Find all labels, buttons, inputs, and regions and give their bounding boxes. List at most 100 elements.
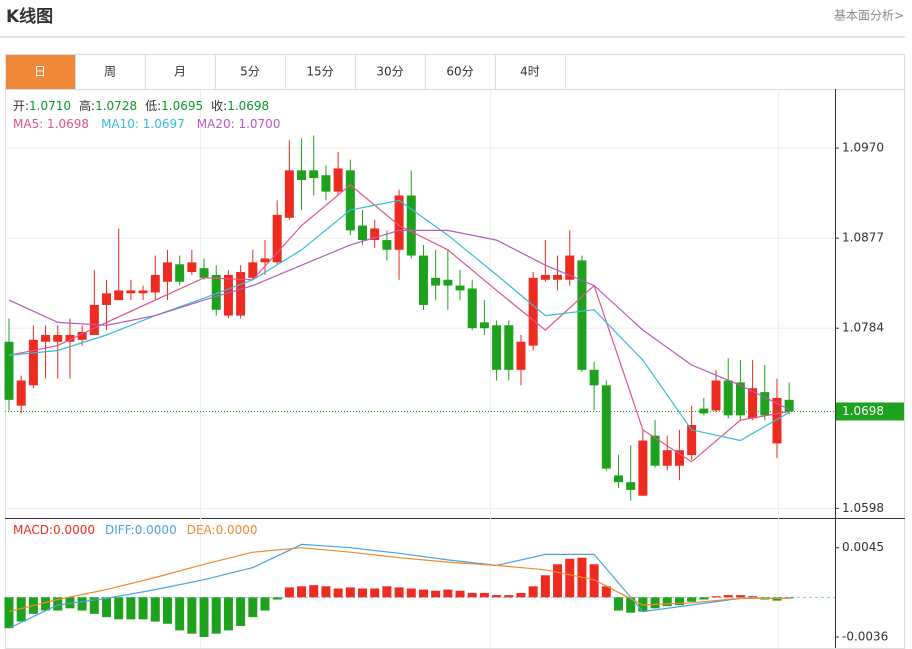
tab[interactable]	[355, 54, 426, 90]
candle-body	[89, 304, 99, 335]
last-price-box	[836, 402, 904, 421]
macd-bar	[662, 597, 672, 607]
tab-label[interactable]: 15分	[306, 65, 333, 79]
macd-bar	[455, 590, 465, 598]
candle-body	[284, 170, 294, 218]
candle-body	[662, 450, 672, 466]
macd-bar	[394, 587, 404, 598]
macd-bar	[528, 586, 538, 598]
tab[interactable]	[75, 54, 146, 90]
y-tick-label: 1.0877	[842, 231, 884, 245]
candle-body	[4, 341, 14, 400]
candle-body	[492, 325, 502, 370]
macd-bar	[175, 597, 185, 631]
candle-body	[309, 170, 319, 179]
tab-label[interactable]: 月	[174, 65, 186, 79]
legend-value: :0.0000	[49, 523, 95, 537]
candle-body	[358, 225, 368, 241]
page-title: K线图	[6, 6, 53, 27]
macd-line	[8, 547, 790, 613]
legend-value: : 1.0697	[135, 117, 185, 131]
candle-body	[418, 255, 428, 305]
candle-body	[41, 334, 51, 342]
candle-body	[260, 258, 270, 263]
macd-bar	[333, 588, 343, 598]
candle-body	[382, 240, 392, 250]
tab[interactable]	[5, 54, 76, 90]
macd-bar	[272, 597, 282, 600]
y-tick-label: 1.0598	[842, 501, 884, 515]
candle-body	[443, 279, 453, 286]
macd-line	[8, 543, 790, 629]
candle-body	[748, 388, 758, 419]
y-tick-label: -0.0036	[842, 629, 888, 643]
macd-bar	[370, 588, 380, 598]
legend-name: MA20	[197, 117, 231, 131]
tab[interactable]	[145, 54, 216, 90]
candle-body	[272, 214, 282, 263]
candle-body	[65, 334, 75, 342]
macd-bar	[382, 586, 392, 598]
candle-body	[102, 293, 112, 305]
macd-bar	[126, 597, 136, 620]
candle-body	[77, 332, 87, 340]
candle-body	[126, 290, 136, 294]
candle-body	[626, 482, 636, 490]
legend-value: :0.0000	[131, 523, 177, 537]
candle-body	[638, 440, 648, 496]
candle-body	[53, 334, 63, 342]
macd-bar	[565, 558, 575, 598]
tab-label[interactable]: 5分	[240, 65, 260, 79]
candle-body	[455, 285, 465, 291]
macd-legend: MACD:0.0000 DIFF:0.0000 DEA:0.0000	[13, 523, 258, 537]
tab[interactable]	[495, 54, 566, 90]
macd-bar	[236, 597, 246, 626]
candle-body	[431, 277, 441, 286]
ohlc-info: 开:1.0710 高:1.0728 低:1.0695 收:1.0698	[13, 98, 269, 113]
macd-bar	[211, 597, 221, 634]
legend-name: DEA	[187, 523, 213, 537]
candle-body	[162, 262, 172, 282]
fundamental-link[interactable]: 基本面分析>	[834, 9, 904, 23]
macd-bar	[260, 597, 270, 611]
macd-bar	[467, 592, 477, 598]
info-label: 开:	[13, 99, 29, 113]
macd-bar	[297, 586, 307, 598]
candle-body	[516, 341, 526, 370]
macd-bar	[406, 588, 416, 598]
candle-body	[528, 277, 538, 346]
chart-frame	[5, 54, 905, 649]
macd-bar	[553, 564, 563, 598]
macd-bar	[418, 589, 428, 598]
tab-label[interactable]: 周	[104, 65, 116, 79]
candle-body	[735, 382, 745, 416]
tab-label[interactable]: 30分	[376, 65, 403, 79]
macd-bar	[723, 595, 733, 598]
legend-name: MACD	[13, 523, 49, 537]
ma-line	[8, 199, 790, 442]
macd-bar	[89, 597, 99, 614]
macd-bar	[138, 597, 148, 620]
macd-bar	[4, 597, 14, 629]
candle-body	[138, 290, 148, 294]
macd-bar	[321, 586, 331, 598]
candle-body	[370, 228, 380, 241]
tab-label[interactable]: 4时	[520, 65, 540, 79]
candle-body	[723, 380, 733, 416]
tab-label[interactable]: 60分	[446, 65, 473, 79]
macd-bar	[345, 587, 355, 598]
y-tick-label: 1.0970	[842, 141, 884, 155]
ma-legend: MA5: 1.0698 MA10: 1.0697 MA20: 1.0700	[13, 117, 280, 131]
macd-bar	[626, 597, 636, 613]
legend-name: DIFF	[105, 523, 132, 537]
candle-body	[297, 170, 307, 181]
last-price-label: 1.0698	[842, 404, 884, 418]
tab-label[interactable]: 日	[34, 65, 46, 79]
tab[interactable]	[215, 54, 286, 90]
candle-body	[16, 380, 26, 406]
macd-bar	[102, 597, 112, 618]
ma-line	[8, 184, 790, 463]
candle-body	[211, 274, 221, 310]
candle-body	[577, 260, 587, 370]
tab[interactable]	[285, 54, 356, 90]
